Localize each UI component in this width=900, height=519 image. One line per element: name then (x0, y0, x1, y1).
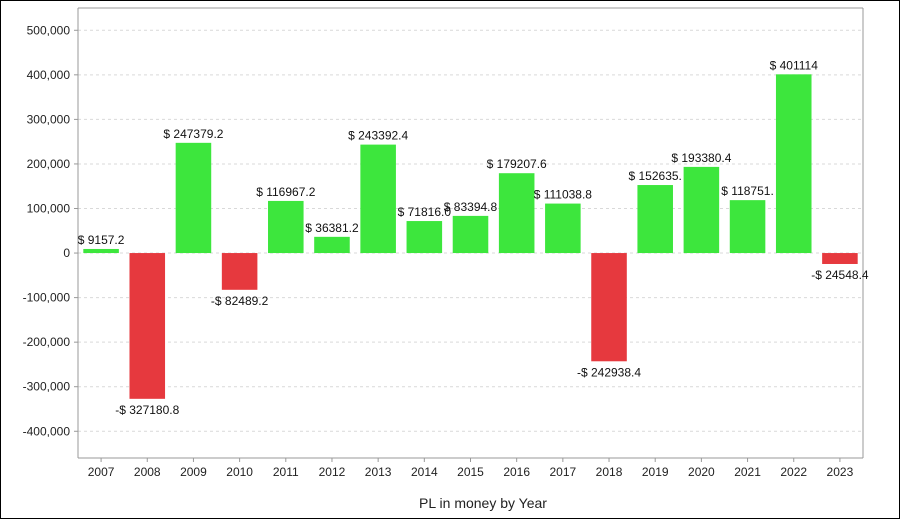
bar (637, 185, 673, 254)
x-tick-label: 2007 (88, 465, 115, 479)
data-label: -$ 82489.2 (211, 294, 269, 308)
data-label: -$ 242938.4 (577, 365, 641, 379)
y-tick-label: 200,000 (27, 157, 71, 171)
bar (452, 215, 489, 254)
data-label: $ 116967.2 (256, 185, 315, 199)
y-tick-label: -200,000 (23, 335, 71, 349)
x-tick-label: 2010 (226, 465, 253, 479)
x-tick-label: 2016 (503, 465, 530, 479)
x-axis-title: PL in money by Year (419, 495, 547, 511)
y-tick-label: -100,000 (23, 291, 71, 305)
bar (175, 142, 212, 254)
bar (268, 200, 304, 254)
x-tick-label: 2019 (642, 465, 669, 479)
data-label: $ 179207.6 (487, 157, 547, 171)
x-tick-label: 2017 (550, 465, 577, 479)
x-tick-label: 2011 (273, 465, 299, 479)
bar (83, 248, 119, 254)
data-label: $ 83394.8 (444, 200, 498, 214)
y-tick-label: 300,000 (27, 112, 71, 126)
x-tick-label: 2014 (411, 465, 438, 479)
data-label: $ 9157.2 (78, 233, 125, 247)
bar (591, 253, 627, 362)
axes: 500,000 400,000 300,000 200,000 100,000 0 -100… (23, 7, 864, 479)
x-tick-label: 2021 (734, 465, 761, 479)
bars (83, 74, 858, 399)
data-label: $ 111038.8 (534, 188, 593, 202)
data-label: $ 401114 (770, 58, 819, 72)
bar (683, 166, 720, 254)
data-label: $ 193380.4 (671, 151, 731, 165)
x-tick-label: 2013 (365, 465, 392, 479)
x-tick-label: 2009 (180, 465, 207, 479)
x-tick-label: 2022 (780, 465, 807, 479)
data-labels: $ 9157.2 -$ 327180.8 $ 247379.2 -$ 82489.2 $… (78, 58, 869, 416)
data-label: $ 71816.0 (398, 205, 452, 219)
data-label: $ 118751. (721, 184, 774, 198)
y-tick-label: 500,000 (27, 23, 71, 37)
bar (822, 253, 858, 264)
bar (360, 144, 396, 254)
x-tick-label: 2018 (596, 465, 623, 479)
x-tick-label: 2012 (319, 465, 346, 479)
y-tick-label: -300,000 (23, 380, 71, 394)
bar (775, 74, 812, 254)
x-tick-label: 2023 (827, 465, 854, 479)
y-tick-label: 0 (63, 246, 70, 260)
bar (314, 236, 350, 254)
bar (221, 253, 258, 290)
y-tick-label: -400,000 (23, 424, 71, 438)
data-label: $ 243392.4 (348, 129, 408, 143)
bar (129, 253, 166, 399)
bar (545, 203, 581, 254)
y-tick-label: 100,000 (27, 201, 71, 215)
bar (498, 173, 535, 254)
x-tick-label: 2008 (134, 465, 161, 479)
x-tick-label: 2015 (457, 465, 484, 479)
bar (406, 221, 443, 254)
data-label: $ 247379.2 (163, 127, 223, 141)
x-tick-label: 2020 (688, 465, 715, 479)
data-label: $ 152635. (629, 169, 682, 183)
data-label: -$ 327180.8 (115, 403, 179, 417)
data-label: -$ 24548.4 (811, 268, 869, 282)
data-label: $ 36381.2 (305, 221, 359, 235)
bar (729, 200, 766, 254)
gridlines (78, 29, 863, 432)
y-tick-label: 400,000 (27, 68, 71, 82)
